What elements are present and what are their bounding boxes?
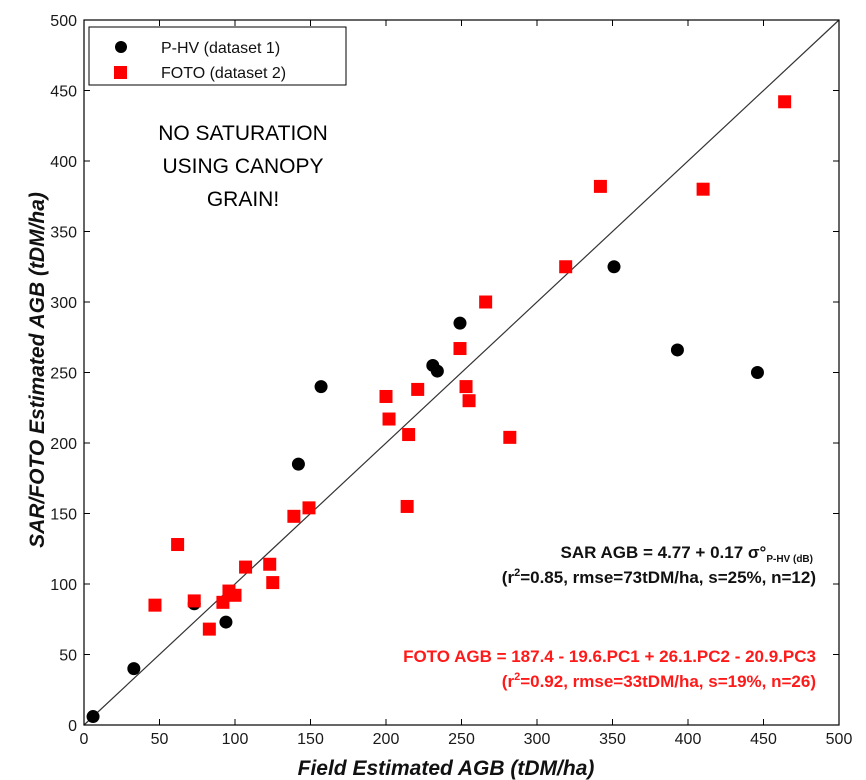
foto-data-point <box>266 576 280 590</box>
sar-equation-main: SAR AGB = 4.77 + 0.17 σ° <box>560 543 766 562</box>
sar-equation-line: SAR AGB = 4.77 + 0.17 σ°P-HV (dB) <box>560 543 813 565</box>
x-tick-label: 350 <box>599 731 626 748</box>
y-tick-label: 400 <box>50 154 77 171</box>
foto-stats-sup: 2 <box>514 671 520 683</box>
foto-equation: FOTO AGB = 187.4 - 19.6.PC1 + 26.1.PC2 -… <box>403 647 816 691</box>
sar-equation: SAR AGB = 4.77 + 0.17 σ°P-HV (dB) (r2=0.… <box>502 543 816 587</box>
foto-equation-line: FOTO AGB = 187.4 - 19.6.PC1 + 26.1.PC2 -… <box>403 647 816 666</box>
legend-marker-foto <box>114 66 127 79</box>
foto-data-point <box>263 557 277 571</box>
y-tick-label: 200 <box>50 436 77 453</box>
foto-data-point <box>239 560 253 574</box>
foto-data-point <box>453 342 467 356</box>
y-tick-label: 450 <box>50 84 77 101</box>
foto-data-point <box>202 622 216 636</box>
y-tick-label: 250 <box>50 366 77 383</box>
phv-data-point <box>750 366 764 379</box>
legend-box <box>88 26 347 86</box>
sar-stats-line: (r2=0.85, rmse=73tDM/ha, s=25%, n=12) <box>502 567 816 587</box>
foto-data-point <box>462 394 476 408</box>
x-tick-label: 250 <box>448 731 475 748</box>
x-tick-label: 0 <box>80 731 89 748</box>
foto-data-point <box>228 588 242 602</box>
legend-label-foto: FOTO (dataset 2) <box>161 65 286 82</box>
x-tick-label: 300 <box>524 731 551 748</box>
x-tick-label: 450 <box>750 731 777 748</box>
annotation-line-1: NO SATURATION <box>158 122 328 145</box>
phv-data-point <box>314 380 328 394</box>
annotation-line-2: USING CANOPY <box>162 155 323 178</box>
phv-data-point <box>86 710 100 724</box>
annotation: NO SATURATION USING CANOPY GRAIN! <box>158 122 328 211</box>
phv-data-point <box>430 364 444 378</box>
sar-equation-subscript: P-HV (dB) <box>766 554 813 565</box>
foto-data-point <box>479 295 493 309</box>
foto-data-point <box>778 95 792 109</box>
y-tick-label: 350 <box>50 225 77 242</box>
y-tick-label: 100 <box>50 577 77 594</box>
foto-data-point <box>459 380 473 394</box>
annotation-line-3: GRAIN! <box>207 188 279 211</box>
foto-data-point <box>559 260 573 274</box>
x-axis-label: Field Estimated AGB (tDM/ha) <box>298 757 595 780</box>
phv-data-point <box>607 260 621 274</box>
phv-data-point <box>219 615 233 629</box>
foto-data-point <box>287 509 301 523</box>
foto-data-point <box>379 389 393 403</box>
foto-data-point <box>302 501 316 515</box>
x-tick-label: 150 <box>297 731 324 748</box>
sar-stats-rest: =0.85, rmse=73tDM/ha, s=25%, n=12) <box>520 568 816 587</box>
y-tick-label: 150 <box>50 507 77 524</box>
x-tick-label: 200 <box>373 731 400 748</box>
foto-data-point <box>148 598 162 612</box>
foto-stats-open: (r <box>502 672 515 691</box>
foto-data-point <box>696 182 710 196</box>
foto-stats-line: (r2=0.92, rmse=33tDM/ha, s=19%, n=26) <box>502 671 816 691</box>
legend: P-HV (dataset 1) FOTO (dataset 2) <box>88 26 347 86</box>
y-tick-label: 0 <box>68 718 77 735</box>
one-to-one-line <box>83 19 840 726</box>
phv-data-point <box>291 457 305 471</box>
foto-data-point <box>171 538 185 552</box>
foto-data-point <box>187 594 201 608</box>
x-tick-label: 500 <box>826 731 853 748</box>
phv-data-point <box>670 343 684 357</box>
foto-data-point <box>216 595 230 609</box>
foto-data-point <box>382 412 396 426</box>
x-tick-label: 100 <box>222 731 249 748</box>
phv-data-point <box>127 662 141 676</box>
phv-data-point <box>453 316 467 330</box>
x-tick-label: 400 <box>675 731 702 748</box>
foto-data-point <box>503 430 517 444</box>
foto-data-point <box>400 499 414 513</box>
foto-stats-rest: =0.92, rmse=33tDM/ha, s=19%, n=26) <box>520 672 816 691</box>
sar-stats-sup: 2 <box>514 567 520 579</box>
foto-data-point <box>411 382 425 396</box>
y-tick-label: 50 <box>59 648 77 665</box>
sar-stats-open: (r <box>502 568 515 587</box>
x-tick-label: 50 <box>151 731 169 748</box>
plot-area: 0 50 100 150 200 250 300 350 400 450 500 0 50 100 150 2… <box>50 13 852 748</box>
y-tick-label: 500 <box>50 13 77 30</box>
y-tick-label: 300 <box>50 295 77 312</box>
foto-data-point <box>593 179 607 193</box>
legend-marker-phv <box>115 41 127 53</box>
y-axis-label: SAR/FOTO Estimated AGB (tDM/ha) <box>26 192 49 548</box>
foto-data-point <box>402 428 416 442</box>
legend-label-phv: P-HV (dataset 1) <box>161 40 280 57</box>
